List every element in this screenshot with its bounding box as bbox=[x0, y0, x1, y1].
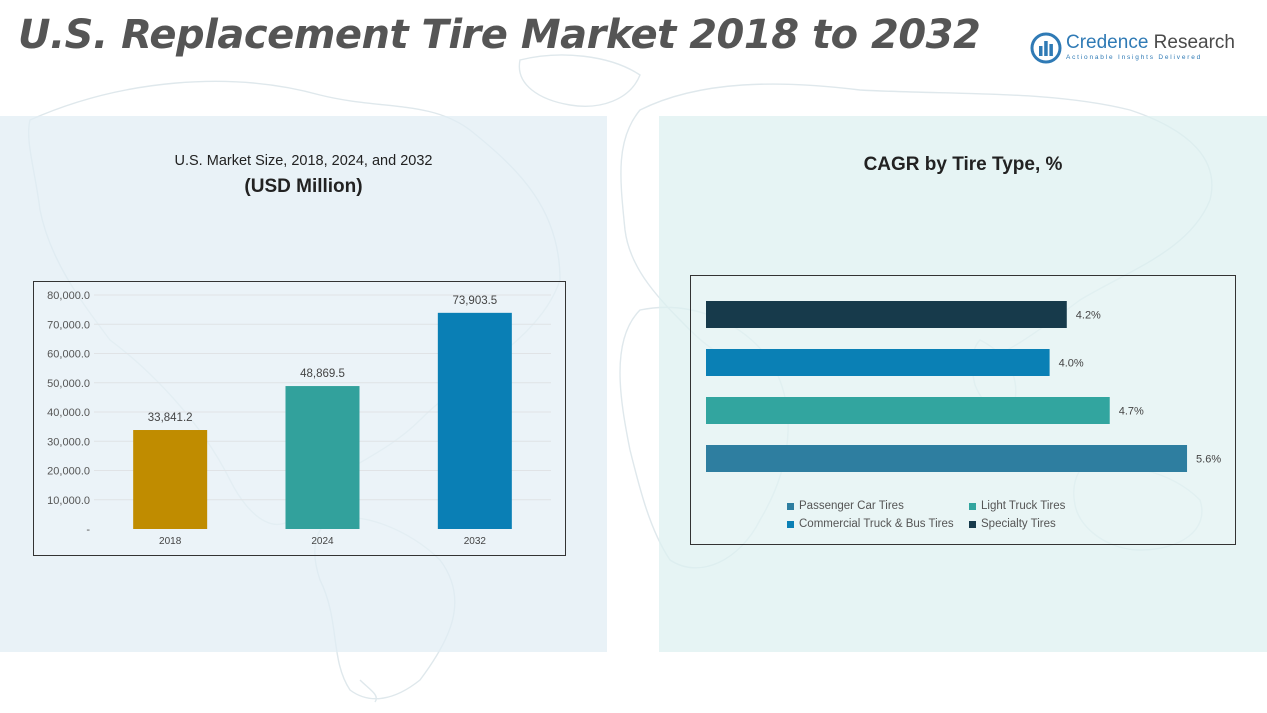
market-size-chart: - 10,000.0 20,000.0 30,000.0 40,000.0 50,000.… bbox=[33, 281, 566, 556]
legend-swatch bbox=[787, 520, 794, 528]
bar-passenger-car-tires bbox=[706, 445, 1188, 472]
bar-specialty-tires bbox=[706, 301, 1067, 328]
market-size-bar-chart: - 10,000.0 20,000.0 30,000.0 40,000.0 50,000.… bbox=[47, 290, 551, 547]
bar-light-truck-tires bbox=[706, 397, 1110, 424]
legend-item-specialty: Specialty Tires bbox=[969, 518, 1056, 530]
x-tick-label: 2024 bbox=[311, 536, 334, 547]
market-size-chart-subtitle: (USD Million) bbox=[244, 176, 363, 197]
y-tick-label: 30,000.0 bbox=[47, 436, 90, 448]
market-size-chart-title: U.S. Market Size, 2018, 2024, and 2032 bbox=[174, 153, 433, 169]
legend-item-commercial-truck-bus: Commercial Truck & Bus Tires bbox=[787, 518, 954, 530]
bar-2024 bbox=[285, 386, 360, 529]
y-tick-label: - bbox=[86, 524, 90, 536]
logo-tagline: Actionable Insights Delivered bbox=[1066, 54, 1203, 61]
legend-item-passenger-car: Passenger Car Tires bbox=[787, 500, 904, 512]
page-title: U.S. Replacement Tire Market 2018 to 203… bbox=[18, 12, 981, 58]
cagr-chart: 4.2% 4.0% 4.7% 5.6% Passenger Car Tires Lig… bbox=[690, 275, 1236, 545]
legend-label: Specialty Tires bbox=[981, 518, 1056, 530]
data-label: 48,869.5 bbox=[300, 368, 345, 380]
data-label: 5.6% bbox=[1196, 454, 1221, 466]
logo-mark-icon bbox=[1030, 32, 1062, 64]
data-label: 4.0% bbox=[1059, 358, 1084, 370]
y-tick-label: 40,000.0 bbox=[47, 407, 90, 419]
y-tick-label: 80,000.0 bbox=[47, 290, 90, 302]
bar-2018 bbox=[133, 430, 208, 529]
y-tick-label: 10,000.0 bbox=[47, 495, 90, 507]
y-tick-label: 70,000.0 bbox=[47, 319, 90, 331]
legend-label: Light Truck Tires bbox=[981, 500, 1066, 512]
cagr-horizontal-bar-chart: 4.2% 4.0% 4.7% 5.6% bbox=[706, 301, 1221, 472]
x-tick-label: 2032 bbox=[464, 536, 487, 547]
data-label: 73,903.5 bbox=[452, 295, 497, 307]
legend-swatch bbox=[787, 502, 794, 510]
cagr-panel: CAGR by Tire Type, % 4.2% 4.0% 4.7% 5.6% Pa… bbox=[659, 116, 1267, 652]
legend-label: Commercial Truck & Bus Tires bbox=[799, 518, 954, 530]
data-label: 4.7% bbox=[1119, 406, 1144, 418]
cagr-chart-title: CAGR by Tire Type, % bbox=[863, 154, 1063, 175]
legend-swatch bbox=[969, 502, 976, 510]
legend-item-light-truck: Light Truck Tires bbox=[969, 500, 1065, 512]
y-tick-label: 20,000.0 bbox=[47, 466, 90, 478]
logo-name: Credence Research bbox=[1066, 32, 1235, 54]
bar-2032 bbox=[437, 312, 512, 529]
y-tick-label: 50,000.0 bbox=[47, 378, 90, 390]
logo-name-part2: Research bbox=[1153, 32, 1235, 53]
legend-label: Passenger Car Tires bbox=[799, 500, 904, 512]
data-label: 33,841.2 bbox=[148, 412, 193, 424]
logo-name-part1: Credence bbox=[1066, 32, 1149, 53]
bar-commercial-truck-bus-tires bbox=[706, 349, 1050, 376]
credence-research-logo: Credence Research Actionable Insights De… bbox=[1030, 30, 1250, 70]
y-tick-label: 60,000.0 bbox=[47, 349, 90, 361]
data-label: 4.2% bbox=[1076, 310, 1101, 322]
legend-swatch bbox=[969, 520, 976, 528]
x-tick-label: 2018 bbox=[159, 536, 182, 547]
market-size-panel: U.S. Market Size, 2018, 2024, and 2032 (… bbox=[0, 116, 607, 652]
